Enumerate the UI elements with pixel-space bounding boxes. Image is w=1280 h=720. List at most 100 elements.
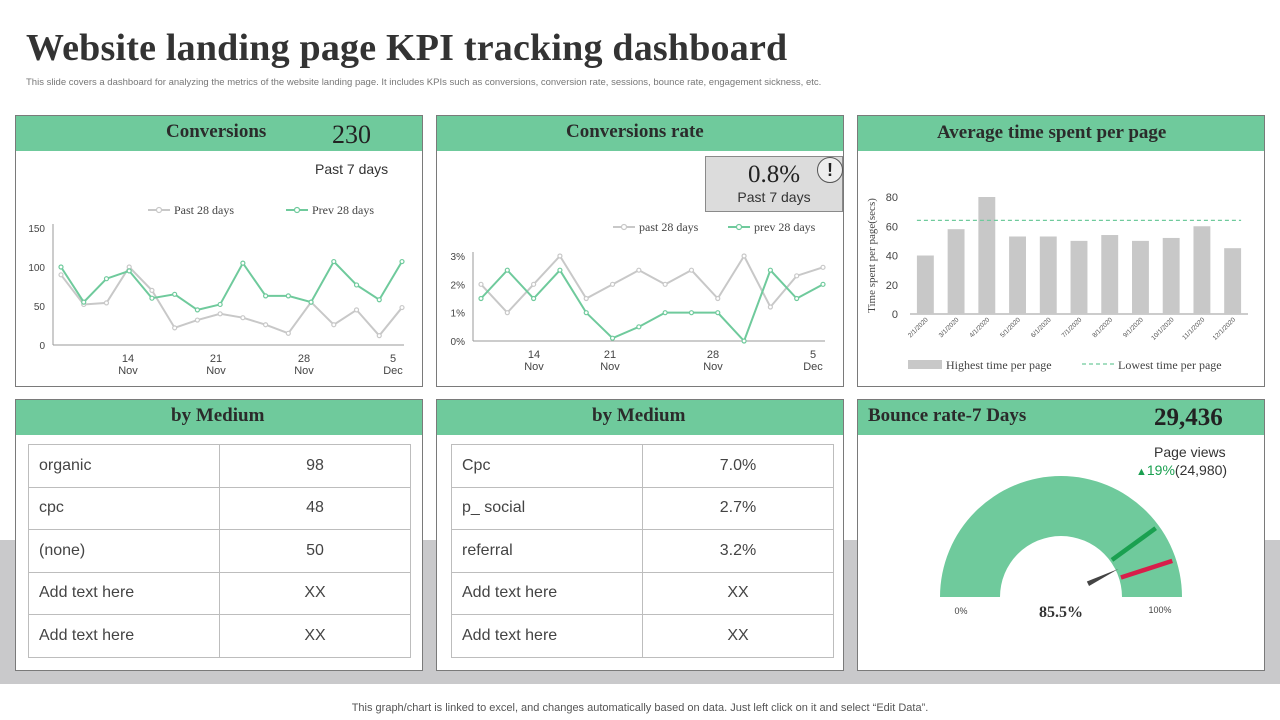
- conversion-rate-card: Conversions rate 0.8% Past 7 days ! 0% 1%…: [436, 115, 844, 387]
- medium-left-table: organic 98 cpc 48 (none) 50 Add text here XX…: [28, 444, 411, 658]
- x-tick-label: Nov: [524, 361, 544, 373]
- legend-label: prev 28 days: [754, 220, 816, 234]
- table-row[interactable]: organic 98: [28, 444, 411, 488]
- exclamation-icon[interactable]: !: [817, 157, 843, 183]
- gauge-marker: [1120, 558, 1173, 580]
- gauge-value-label: 85.5%: [1039, 604, 1083, 621]
- data-point: [376, 297, 382, 303]
- bounce-value: 29,436: [1154, 404, 1223, 431]
- page-title: Website landing page KPI tracking dashbo…: [26, 27, 788, 69]
- x-tick-label: Dec: [803, 361, 823, 373]
- y-tick-label: 1%: [451, 309, 466, 320]
- x-tick-label: 3/1/2020: [938, 316, 961, 339]
- series-line: [60, 265, 403, 338]
- average-time-bar-chart[interactable]: 0 20 40 60 80 Time spent per page(secs) 2/1/20…: [858, 116, 1266, 388]
- x-tick-label: 6/1/2020: [1030, 316, 1053, 339]
- data-point: [688, 310, 695, 316]
- data-point: [741, 338, 747, 344]
- series-line: [480, 268, 824, 343]
- bar: [947, 229, 965, 314]
- row-label: (none): [28, 529, 220, 573]
- data-point: [531, 281, 537, 287]
- y-tick-label: 0: [39, 341, 45, 352]
- x-tick-label: Nov: [206, 365, 226, 377]
- x-tick-label: 21: [210, 353, 222, 365]
- data-point: [504, 310, 510, 316]
- x-tick-label: Nov: [118, 365, 138, 377]
- card-title: by Medium: [171, 405, 265, 426]
- x-tick-label: 21: [604, 349, 616, 361]
- data-point: [285, 293, 291, 299]
- data-point: [478, 295, 484, 302]
- table-row[interactable]: Add text here XX: [451, 571, 834, 615]
- row-value: 48: [219, 486, 411, 530]
- gauge-arc: [940, 476, 1182, 597]
- card-header: Conversions rate: [437, 116, 843, 151]
- data-point: [794, 273, 800, 279]
- data-point: [240, 260, 246, 266]
- y-tick-label: 40: [886, 251, 898, 263]
- legend-marker: [620, 223, 628, 231]
- x-tick-label: 7/1/2020: [1061, 316, 1084, 339]
- row-value: XX: [642, 614, 834, 658]
- data-point: [609, 335, 616, 341]
- legend-label: Highest time per page: [946, 358, 1052, 372]
- data-point: [285, 330, 291, 336]
- table-row[interactable]: Add text here XX: [451, 614, 834, 658]
- data-point: [636, 267, 642, 273]
- x-tick-label: Nov: [294, 365, 314, 377]
- x-tick-label: 10/1/2020: [1150, 316, 1176, 342]
- data-point: [194, 317, 200, 323]
- row-value: 3.2%: [642, 529, 834, 573]
- y-tick-label: 150: [28, 224, 45, 235]
- data-point: [504, 267, 510, 273]
- gauge-needle: [1086, 568, 1119, 587]
- table-row[interactable]: Add text here XX: [28, 571, 411, 615]
- x-tick-label: 11/1/2020: [1181, 316, 1206, 341]
- data-point: [263, 293, 269, 299]
- table-row[interactable]: Cpc 7.0%: [451, 444, 834, 488]
- bar: [1224, 248, 1242, 314]
- table-row[interactable]: p_ social 2.7%: [451, 486, 834, 530]
- bounce-gauge[interactable]: 85.5% 0% 100%: [858, 400, 1266, 672]
- gauge-min-label: 0%: [954, 606, 967, 616]
- row-label: cpc: [28, 486, 220, 530]
- data-point: [353, 307, 360, 313]
- row-label: Add text here: [28, 614, 220, 658]
- legend-marker: [155, 206, 163, 214]
- table-row[interactable]: (none) 50: [28, 529, 411, 573]
- y-tick-label: 80: [886, 192, 898, 204]
- data-point: [58, 264, 64, 270]
- data-point: [583, 310, 589, 316]
- x-tick-label: 14: [528, 349, 540, 361]
- average-time-card: Average time spent per page 0 20 40 60 80 Tim…: [857, 115, 1265, 387]
- x-tick-label: 12/1/2020: [1212, 316, 1238, 342]
- y-tick-label: 3%: [451, 252, 466, 263]
- x-tick-label: 28: [707, 349, 719, 361]
- data-point: [820, 264, 826, 270]
- card-header: by Medium: [16, 400, 422, 435]
- data-point: [399, 258, 405, 265]
- data-point: [557, 267, 563, 273]
- card-header: Average time spent per page: [858, 116, 1264, 151]
- data-point: [103, 276, 110, 282]
- table-row[interactable]: cpc 48: [28, 486, 411, 530]
- y-tick-label: 50: [34, 302, 46, 313]
- card-title: by Medium: [592, 405, 686, 426]
- data-point: [767, 267, 773, 273]
- data-point: [478, 281, 484, 287]
- data-point: [376, 333, 382, 339]
- x-tick-label: 9/1/2020: [1122, 316, 1145, 339]
- bounce-rate-card: Bounce rate-7 Days 29,436 Page views ▲19…: [857, 399, 1265, 671]
- bar: [1162, 237, 1180, 314]
- x-tick-label: 8/1/2020: [1091, 316, 1114, 339]
- data-point: [194, 307, 200, 313]
- row-value: 98: [219, 444, 411, 488]
- table-row[interactable]: Add text here XX: [28, 614, 411, 658]
- legend-label: Prev 28 days: [312, 203, 374, 217]
- data-point: [767, 304, 773, 310]
- card-title: Conversions: [166, 121, 267, 142]
- table-row[interactable]: referral 3.2%: [451, 529, 834, 573]
